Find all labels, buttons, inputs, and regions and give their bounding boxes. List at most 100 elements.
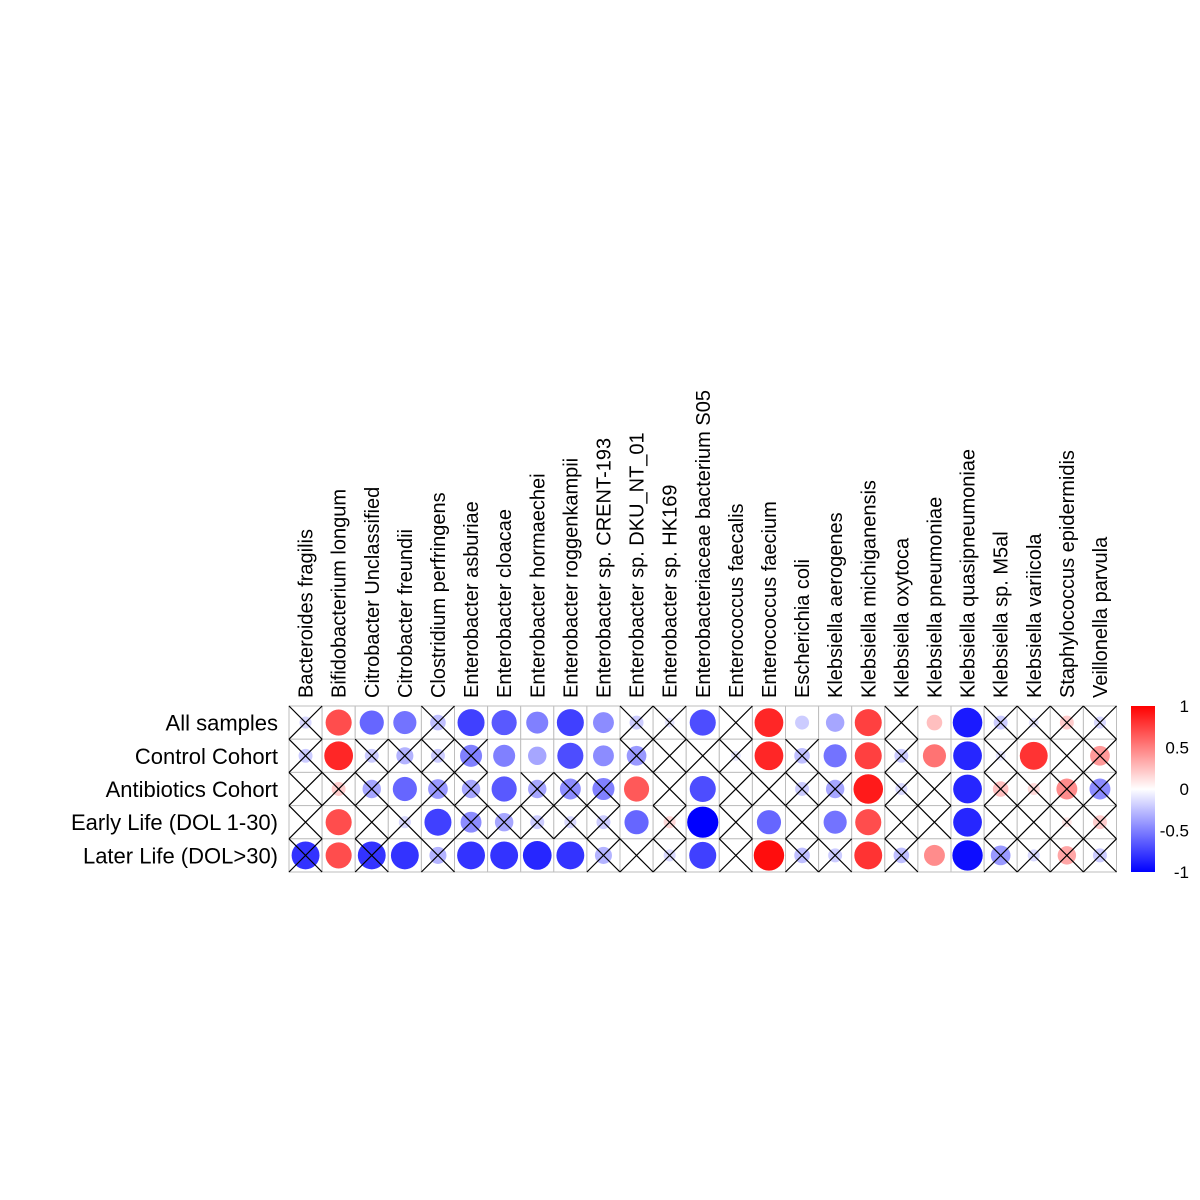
insignificant-cross <box>652 771 687 807</box>
correlation-circle <box>952 840 983 871</box>
insignificant-cross <box>288 771 323 807</box>
insignificant-cross <box>884 738 919 773</box>
insignificant-cross <box>520 771 555 807</box>
legend-tick-label: -0.5 <box>1160 822 1189 841</box>
insignificant-cross <box>288 838 323 873</box>
insignificant-cross <box>1016 705 1051 740</box>
insignificant-cross <box>983 738 1018 773</box>
correlation-circle <box>926 714 943 731</box>
insignificant-cross <box>420 838 455 873</box>
legend-tick-label: 0.5 <box>1165 739 1189 758</box>
column-label: Citrobacter freundii <box>395 529 417 698</box>
column-label: Klebsiella sp. M5al <box>991 531 1013 698</box>
column-label: Klebsiella quasipneumoniae <box>958 449 980 698</box>
correlation-circle <box>853 774 884 804</box>
legend-tick-label: -1 <box>1174 863 1189 882</box>
column-label: Citrobacter Unclassified <box>362 487 384 698</box>
legend-tick-label: 0 <box>1180 780 1189 799</box>
insignificant-cross <box>917 771 952 807</box>
correlation-circle <box>522 841 552 870</box>
insignificant-cross <box>652 738 687 773</box>
insignificant-cross <box>553 771 588 807</box>
correlation-circle <box>526 711 549 734</box>
correlation-circle <box>795 715 810 730</box>
correlation-circle <box>855 809 882 836</box>
column-label: Enterobacter sp. HK169 <box>660 485 682 698</box>
row-label: Early Life (DOL 1-30) <box>71 810 278 835</box>
column-label: Klebsiella oxytoca <box>891 537 913 698</box>
correlation-circle <box>953 741 982 771</box>
correlation-circle <box>754 708 784 737</box>
correlation-circle <box>756 810 782 835</box>
correlation-circle <box>392 776 417 802</box>
column-label: Veillonella parvula <box>1090 536 1112 698</box>
insignificant-cross <box>785 838 820 873</box>
insignificant-cross <box>387 805 422 840</box>
row-label: Control Cohort <box>135 744 278 769</box>
correlation-circle <box>325 809 352 836</box>
insignificant-cross <box>454 771 489 807</box>
correlation-circle <box>491 710 517 736</box>
insignificant-cross <box>1082 838 1117 873</box>
correlation-circle <box>557 742 584 769</box>
column-label: Escherichia coli <box>792 559 814 698</box>
column-label: Enterobacter roggenkampii <box>560 458 582 698</box>
correlation-circle <box>953 774 982 804</box>
insignificant-cross <box>354 771 389 807</box>
insignificant-cross <box>785 738 820 773</box>
column-label: Klebsiella variicola <box>1024 533 1046 698</box>
row-label: Antibiotics Cohort <box>106 777 278 802</box>
insignificant-cross <box>652 838 687 873</box>
insignificant-cross <box>520 805 555 840</box>
column-label: Klebsiella michiganensis <box>858 480 880 698</box>
insignificant-cross <box>454 805 489 840</box>
insignificant-cross <box>751 771 786 807</box>
correlation-circle <box>922 744 947 768</box>
insignificant-cross <box>321 771 356 807</box>
insignificant-cross <box>354 838 389 873</box>
correlation-circle <box>324 741 354 771</box>
insignificant-cross <box>288 738 323 773</box>
insignificant-cross <box>1016 805 1051 840</box>
column-label: Enterobacter sp. CRENT-193 <box>593 438 615 698</box>
correlation-circle <box>953 807 982 837</box>
correlation-circle <box>1019 741 1048 770</box>
column-label: Enterobacter cloacae <box>494 509 516 698</box>
insignificant-cross <box>1049 838 1084 873</box>
insignificant-cross <box>884 705 919 740</box>
insignificant-cross <box>983 771 1018 807</box>
column-label: Staphylococcus epidermidis <box>1057 450 1079 698</box>
insignificant-cross <box>983 838 1018 873</box>
correlation-circle <box>592 712 614 734</box>
insignificant-cross <box>1049 738 1084 773</box>
insignificant-cross <box>983 705 1018 740</box>
insignificant-cross <box>983 805 1018 840</box>
insignificant-cross <box>354 805 389 840</box>
insignificant-cross <box>553 805 588 840</box>
correlation-circle <box>390 841 419 870</box>
row-labels: All samples Control Cohort Antibiotics Coh… <box>71 711 278 869</box>
correlation-circle <box>952 707 983 738</box>
insignificant-cross <box>354 738 389 773</box>
insignificant-cross <box>785 805 820 840</box>
correlation-circle <box>689 841 717 869</box>
correlation-circle <box>854 841 883 870</box>
correlation-circle <box>491 776 517 802</box>
insignificant-cross <box>818 771 853 807</box>
correlation-circle <box>687 806 719 838</box>
correlation-circle <box>623 776 650 802</box>
correlation-circle <box>624 810 649 835</box>
column-label: Enterobacter hormaechei <box>527 473 549 698</box>
insignificant-cross <box>1049 805 1084 840</box>
correlation-circle <box>457 841 486 870</box>
insignificant-cross <box>487 805 522 840</box>
insignificant-cross <box>718 705 753 740</box>
correlation-circle <box>854 742 882 770</box>
insignificant-cross <box>718 838 753 873</box>
column-label: Enterobacteriaceae bacterium S05 <box>693 390 715 698</box>
correlation-circle <box>457 709 485 737</box>
insignificant-cross <box>718 805 753 840</box>
insignificant-cross <box>1049 771 1084 807</box>
correlation-circle <box>854 709 882 737</box>
